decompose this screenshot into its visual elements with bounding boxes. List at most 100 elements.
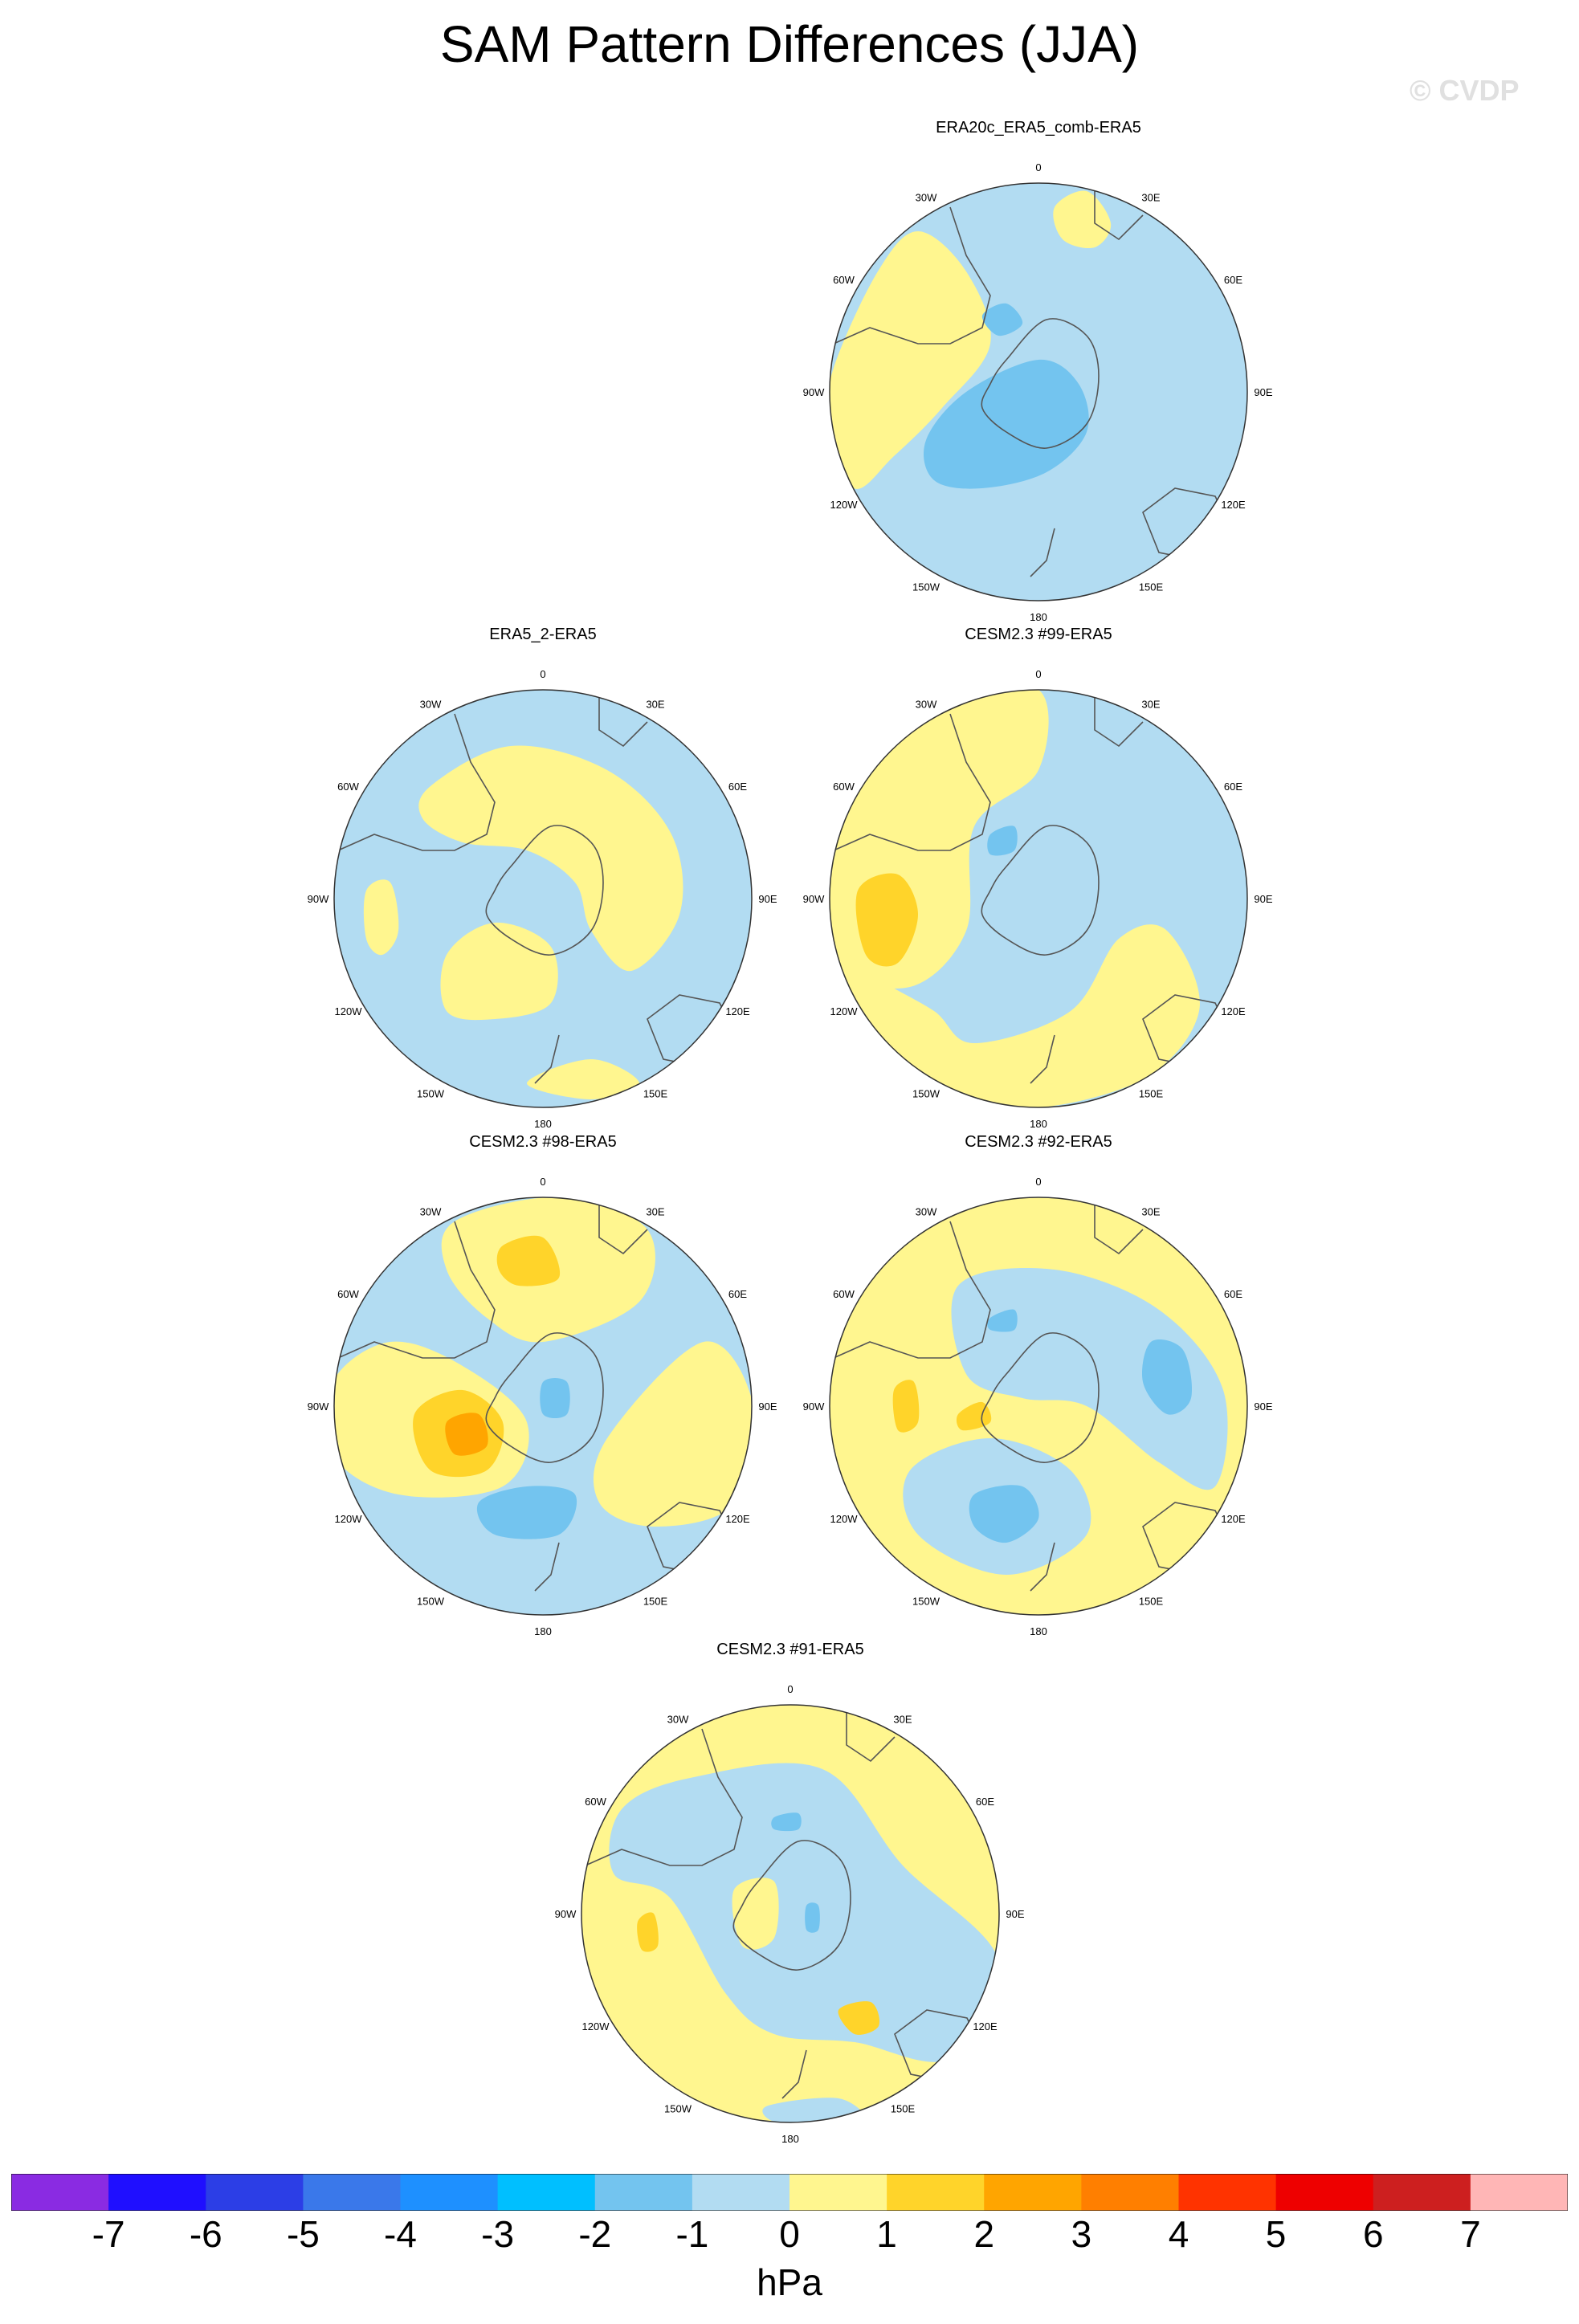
coastline-south-america (833, 206, 991, 345)
longitude-label: 30E (646, 699, 664, 711)
coastline-antarctica (981, 1332, 1100, 1463)
map-panel-5: CESM2.3 #92-ERA5 0 30E 60E 90E 120E 150E 180 15… (803, 1133, 1273, 1647)
longitude-label: 90W (803, 386, 825, 398)
longitude-label: 90E (1254, 386, 1272, 398)
contour-region-0 (830, 231, 991, 489)
contour-region-4 (987, 1309, 1018, 1332)
map-panel-1: ERA20c_ERA5_comb-ERA5 0 30E 60E 90E 120E 150E… (803, 119, 1273, 633)
contour-region-2 (363, 879, 399, 956)
polar-map: 0 30E 60E 90E 120E 150E 180 150W 120W 90W 60W 30W (308, 1176, 777, 1637)
coastline-south-america (585, 1728, 743, 1866)
map-border (829, 1197, 1248, 1616)
coastline-antarctica (732, 1840, 851, 1971)
panel-title: CESM2.3 #91-ERA5 (716, 1641, 864, 1658)
colorbar-swatch (984, 2174, 1082, 2211)
longitude-label: 0 (540, 1176, 545, 1188)
colorbar-tick-label: -1 (675, 2213, 709, 2255)
coastline-africa (1094, 690, 1144, 748)
longitude-label: 120E (1221, 499, 1246, 511)
colorbar (11, 2174, 1568, 2211)
panel-title: ERA5_2-ERA5 (489, 626, 597, 643)
polar-map: 0 30E 60E 90E 120E 150E 180 150W 120W 90W 60W 30W (555, 1683, 1025, 2145)
contour-region-5 (771, 1812, 802, 1832)
longitude-label: 120W (830, 1005, 859, 1017)
longitude-label: 180 (534, 1118, 552, 1130)
map-panel-2: ERA5_2-ERA5 0 30E 60E 90E 120E 150E 180 150W 120… (308, 626, 777, 1140)
longitude-label: 30E (1141, 192, 1160, 204)
coastline-antarctica (981, 318, 1100, 449)
colorbar-tick-label: -2 (578, 2213, 612, 2255)
longitude-label: 120W (830, 499, 859, 511)
longitude-label: 150W (912, 1088, 940, 1100)
longitude-label: 60W (585, 1796, 606, 1808)
longitude-label: 180 (1030, 1118, 1047, 1130)
contour-region-0 (609, 1763, 999, 2062)
contour-region-2 (923, 359, 1089, 489)
longitude-label: 120E (725, 1513, 750, 1525)
colorbar-swatch (692, 2174, 790, 2211)
coastline-south-america (833, 713, 991, 851)
longitude-label: 60W (833, 781, 855, 793)
colorbar-tick-label: -6 (189, 2213, 222, 2255)
longitude-label: 30W (420, 699, 442, 711)
longitude-label: 60E (728, 1288, 747, 1300)
contour-region-3 (637, 1912, 659, 1952)
contour-region-1 (440, 922, 558, 1021)
longitude-label: 150E (1139, 1088, 1164, 1100)
colorbar-tick-label: 5 (1265, 2213, 1287, 2255)
colorbar-swatch (108, 2174, 206, 2211)
contour-regions (892, 1267, 1228, 1575)
longitude-label: 30E (646, 1206, 664, 1218)
longitude-label: 120W (335, 1513, 363, 1525)
contour-region-0 (418, 745, 683, 972)
map-border (333, 1197, 753, 1616)
longitude-label: 90E (758, 1401, 777, 1413)
colorbar-tick-label: -3 (481, 2213, 515, 2255)
longitude-label: 120E (973, 2020, 998, 2032)
longitude-label: 90W (803, 893, 825, 905)
longitude-label: 60W (833, 274, 855, 286)
coastline-africa (1094, 183, 1144, 241)
longitude-label: 60E (1224, 274, 1242, 286)
colorbar-swatch (1178, 2174, 1277, 2211)
colorbar-tick-label: 3 (1071, 2213, 1092, 2255)
longitude-label: 0 (540, 668, 545, 680)
contour-region-2 (855, 873, 918, 967)
coastline-antarctica (485, 825, 604, 956)
contour-region-2 (1141, 1339, 1193, 1415)
contour-region-0 (951, 1267, 1228, 1490)
coastline-africa (1094, 1197, 1144, 1255)
coastline-africa (846, 1705, 896, 1763)
contour-region-4 (838, 2001, 880, 2035)
longitude-label: 120W (335, 1005, 363, 1017)
contour-region-3 (969, 1485, 1039, 1543)
longitude-label: 60E (1224, 1288, 1242, 1300)
longitude-label: 150W (417, 1596, 445, 1608)
longitude-label: 60W (833, 1288, 855, 1300)
coastline-new-zealand (1030, 1542, 1055, 1592)
longitude-label: 0 (1035, 161, 1041, 173)
longitude-label: 30E (1141, 1206, 1160, 1218)
contour-region-5 (892, 1380, 920, 1433)
map-panel-6: CESM2.3 #91-ERA5 0 30E 60E 90E 120E 150E 180 15… (555, 1641, 1025, 2155)
longitude-label: 150E (1139, 581, 1164, 593)
longitude-label: 120E (1221, 1513, 1246, 1525)
polar-map: 0 30E 60E 90E 120E 150E 180 150W 120W 90W 60W 30W (803, 668, 1273, 1130)
longitude-label: 30W (420, 1206, 442, 1218)
contour-regions (830, 690, 1200, 1107)
colorbar-tick-label: 2 (973, 2213, 995, 2255)
longitude-label: 90E (1006, 1908, 1024, 1920)
coastline-new-zealand (534, 1034, 560, 1084)
longitude-label: 60E (976, 1796, 994, 1808)
coastline-south-america (833, 1221, 991, 1359)
colorbar-swatch (400, 2174, 499, 2211)
colorbar-tick-label: 7 (1460, 2213, 1481, 2255)
colorbar-swatch (594, 2174, 693, 2211)
colorbar-swatch (1373, 2174, 1471, 2211)
contour-region-2 (593, 1341, 752, 1527)
longitude-label: 30E (893, 1714, 912, 1726)
longitude-label: 30W (916, 699, 937, 711)
map-panel-4: CESM2.3 #98-ERA5 0 30E 60E 90E 120E 150E 180 15… (308, 1133, 777, 1647)
colorbar-swatch (303, 2174, 402, 2211)
